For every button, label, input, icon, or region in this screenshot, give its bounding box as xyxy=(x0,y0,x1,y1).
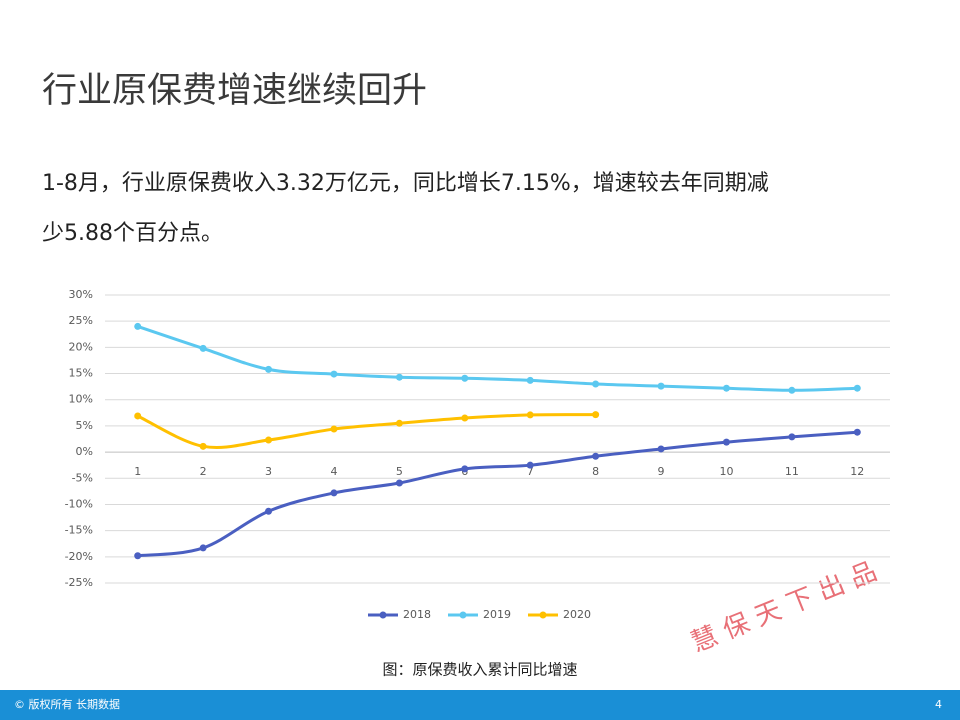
x-tick-label: 10 xyxy=(719,465,733,478)
data-point xyxy=(788,433,796,441)
watermark: 慧 保 天 下 出 品 xyxy=(687,557,881,659)
x-tick-label: 8 xyxy=(592,465,599,478)
y-tick-label: 5% xyxy=(76,419,93,432)
legend-label: 2018 xyxy=(403,608,431,621)
slide-title: 行业原保费增速继续回升 xyxy=(42,71,427,111)
x-tick-label: 2 xyxy=(200,465,207,478)
data-point xyxy=(657,445,665,453)
y-tick-label: 30% xyxy=(69,288,93,301)
data-point xyxy=(330,425,338,433)
x-tick-label: 3 xyxy=(265,465,272,478)
data-point xyxy=(526,376,534,384)
legend-label: 2019 xyxy=(483,608,511,621)
y-tick-label: 20% xyxy=(69,340,93,353)
data-point xyxy=(853,384,861,392)
y-tick-label: 15% xyxy=(69,367,93,380)
data-point xyxy=(853,428,861,436)
legend-marker xyxy=(379,611,387,619)
chart: 30%25%20%15%10%5%0%-5%-10%-15%-20%-25%1 2… xyxy=(65,288,890,621)
body-line: 1-8月，行业原保费收入3.32万亿元，同比增长7.15%，增速较去年同期减 xyxy=(42,171,769,196)
data-point xyxy=(395,373,403,381)
page-number: 4 xyxy=(935,698,942,711)
y-tick-label: 25% xyxy=(69,314,93,327)
legend-marker xyxy=(539,611,547,619)
data-point xyxy=(134,322,142,330)
data-point xyxy=(461,414,469,422)
legend-marker xyxy=(459,611,467,619)
data-point xyxy=(526,411,534,419)
data-point xyxy=(330,370,338,378)
x-tick-label: 12 xyxy=(850,465,864,478)
data-point xyxy=(461,465,469,473)
data-point xyxy=(461,374,469,382)
data-point xyxy=(395,479,403,487)
y-tick-label: 10% xyxy=(69,393,93,406)
data-point xyxy=(265,436,273,444)
x-tick-label: 5 xyxy=(396,465,403,478)
series-line xyxy=(137,413,596,449)
y-tick-label: 0% xyxy=(76,445,93,458)
data-point xyxy=(592,452,600,460)
x-tick-label: 11 xyxy=(785,465,799,478)
body-line: 少5.88个百分点。 xyxy=(42,221,223,246)
footer-text: © 版权所有 长期数据 xyxy=(14,697,120,711)
legend-label: 2020 xyxy=(563,608,591,621)
data-point xyxy=(134,552,142,560)
data-point xyxy=(592,411,600,419)
data-point xyxy=(134,412,142,420)
x-tick-label: 4 xyxy=(330,465,337,478)
data-point xyxy=(199,544,207,552)
data-point xyxy=(265,365,273,373)
y-tick-label: -25% xyxy=(65,576,93,589)
series-line xyxy=(137,430,858,558)
y-tick-label: -5% xyxy=(72,471,93,484)
y-tick-label: -10% xyxy=(65,497,93,510)
data-point xyxy=(657,382,665,390)
y-tick-label: -15% xyxy=(65,524,93,537)
data-point xyxy=(199,344,207,352)
data-point xyxy=(722,384,730,392)
data-point xyxy=(265,507,273,515)
data-point xyxy=(526,461,534,469)
series-line xyxy=(137,324,858,392)
y-tick-label: -20% xyxy=(65,550,93,563)
x-tick-label: 9 xyxy=(658,465,665,478)
data-point xyxy=(788,386,796,394)
data-point xyxy=(330,489,338,497)
caption: 图：原保费收入累计同比增速 xyxy=(382,661,577,679)
data-point xyxy=(199,442,207,450)
data-point xyxy=(722,438,730,446)
x-tick-label: 1 xyxy=(134,465,141,478)
footer-bar xyxy=(0,690,960,720)
x-tick-label: 7 xyxy=(527,465,534,478)
data-point xyxy=(592,380,600,388)
data-point xyxy=(395,419,403,427)
